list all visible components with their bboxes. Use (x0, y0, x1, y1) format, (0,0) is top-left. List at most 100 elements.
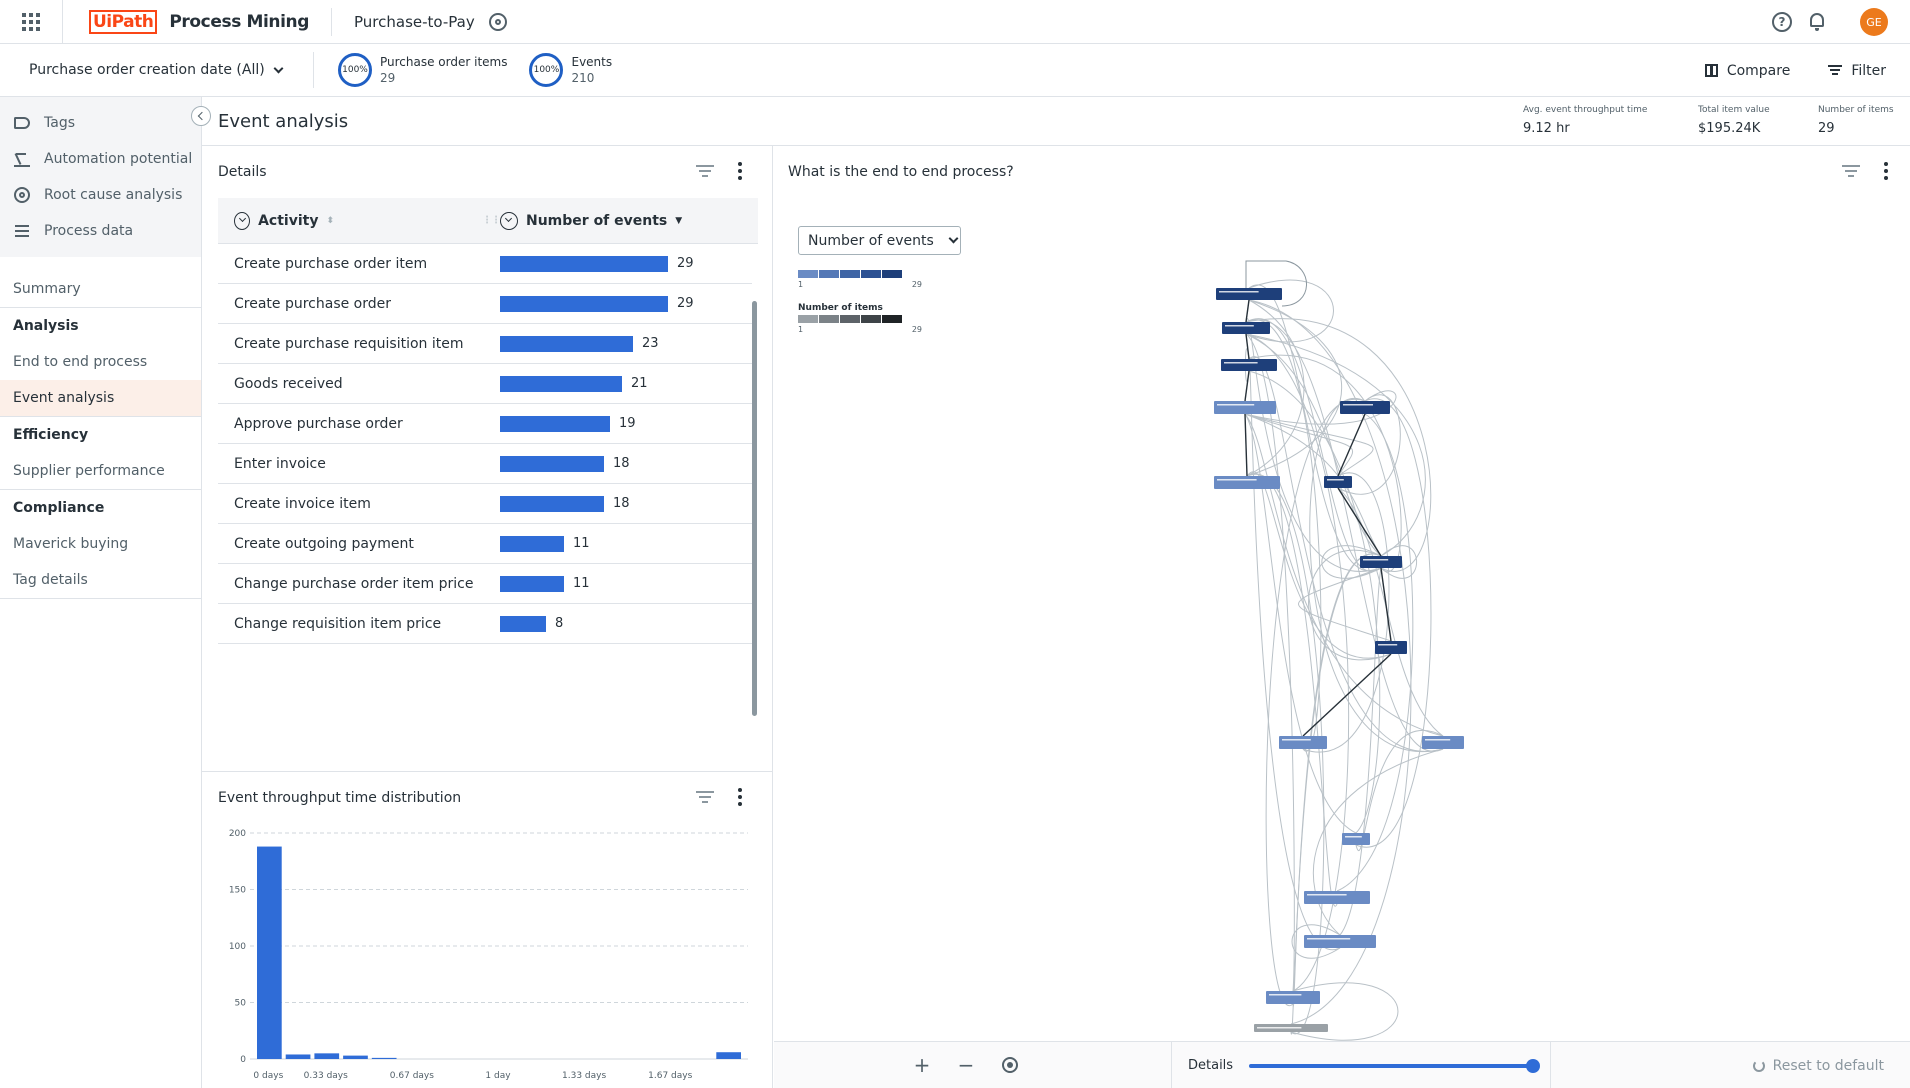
process-edge (1245, 333, 1382, 557)
chevron-down-circle-icon[interactable] (500, 211, 518, 230)
app-launcher-button[interactable] (0, 0, 62, 44)
process-node-label[interactable] (1224, 362, 1258, 364)
process-node[interactable] (1214, 401, 1276, 414)
nav-tag-details[interactable]: Tag details (13, 572, 88, 588)
more-options-icon[interactable] (738, 162, 742, 180)
nav-end-to-end-process[interactable]: End to end process (13, 354, 148, 370)
sidebar-item-automation-potential[interactable]: Automation potential (0, 141, 201, 177)
process-node[interactable] (1279, 736, 1327, 749)
chevron-down-icon (948, 233, 959, 244)
process-node[interactable] (1216, 288, 1282, 300)
recenter-button[interactable] (998, 1053, 1022, 1077)
process-node-label[interactable] (1257, 1027, 1302, 1029)
process-node-label[interactable] (1282, 739, 1311, 741)
reset-to-default-button[interactable]: Reset to default (1752, 1042, 1884, 1088)
process-node-label[interactable] (1378, 644, 1398, 646)
table-header: Activity ⬍ ⋮⋮ Number of events ▼ (218, 198, 758, 244)
sort-desc-icon[interactable]: ▼ (675, 215, 683, 226)
grid-icon (22, 12, 40, 31)
kpi-label: Events (571, 55, 613, 69)
process-graph-panel: What is the end to end process? Number o… (774, 146, 1910, 1088)
histogram-bar (371, 1057, 397, 1059)
process-node-label[interactable] (1217, 479, 1257, 481)
detail-slider[interactable] (1249, 1058, 1540, 1073)
process-node-label[interactable] (1269, 994, 1302, 996)
avatar[interactable]: GE (1860, 8, 1888, 36)
chevron-down-circle-icon[interactable] (234, 211, 251, 230)
process-node-label[interactable] (1343, 404, 1373, 406)
detail-slider-group: Details (1171, 1042, 1551, 1088)
more-options-icon[interactable] (738, 788, 742, 806)
process-edge (1246, 473, 1338, 907)
help-icon[interactable]: ? (1772, 12, 1792, 32)
process-node-label[interactable] (1307, 894, 1347, 896)
process-node[interactable] (1340, 401, 1390, 414)
app-name[interactable]: Purchase-to-Pay (354, 12, 475, 31)
process-node-label[interactable] (1363, 559, 1389, 561)
column-header-number-of-events[interactable]: Number of events ▼ (500, 211, 683, 230)
process-node-label[interactable] (1345, 836, 1362, 838)
zoom-out-icon[interactable]: − (957, 1053, 975, 1077)
nav-event-analysis[interactable]: Event analysis (0, 380, 201, 416)
filter-icon[interactable] (696, 791, 714, 803)
compare-button[interactable]: Compare (1704, 63, 1790, 79)
process-node[interactable] (1266, 991, 1320, 1004)
process-node[interactable] (1214, 476, 1280, 489)
sidebar-item-process-data[interactable]: Process data (0, 213, 201, 249)
drag-handle-icon[interactable]: ⋮⋮ (482, 215, 501, 226)
slider-thumb[interactable] (1526, 1058, 1540, 1073)
process-node-label[interactable] (1327, 479, 1344, 481)
filter-icon[interactable] (696, 165, 714, 177)
sidebar-item-tags[interactable]: Tags (0, 105, 201, 141)
process-node[interactable] (1342, 833, 1370, 845)
table-row[interactable]: Create purchase order 29 (218, 284, 752, 324)
process-node[interactable] (1360, 556, 1402, 568)
sidebar-item-root-cause-analysis[interactable]: Root cause analysis (0, 177, 201, 213)
table-row[interactable]: Goods received 21 (218, 364, 752, 404)
process-node-label[interactable] (1217, 404, 1255, 406)
logo[interactable]: Ui Path Process Mining (62, 0, 309, 44)
process-node-label[interactable] (1425, 739, 1451, 741)
more-options-icon[interactable] (1884, 162, 1888, 180)
nav-maverick-buying[interactable]: Maverick buying (13, 536, 129, 552)
process-node-label[interactable] (1219, 291, 1259, 293)
process-node[interactable] (1304, 891, 1370, 904)
nav-supplier-performance[interactable]: Supplier performance (13, 463, 165, 479)
scrollbar[interactable] (752, 301, 757, 716)
filter-button[interactable]: Filter (1828, 63, 1886, 79)
y-tick-label: 200 (229, 829, 246, 839)
metric-select[interactable]: Number of events (798, 226, 961, 255)
process-node[interactable] (1222, 322, 1270, 334)
table-row[interactable]: Create outgoing payment 11 (218, 524, 752, 564)
process-node[interactable] (1324, 476, 1352, 488)
table-row[interactable]: Approve purchase order 19 (218, 404, 752, 444)
table-row[interactable]: Change purchase order item price 11 (218, 564, 752, 604)
date-filter-dropdown[interactable]: Purchase order creation date (All) (0, 44, 313, 97)
process-edge (1336, 413, 1414, 892)
process-node-label[interactable] (1225, 325, 1254, 327)
column-header-activity[interactable]: Activity ⬍ ⋮⋮ (218, 211, 501, 230)
target-icon (14, 187, 30, 203)
process-node[interactable] (1304, 935, 1376, 948)
nav-summary[interactable]: Summary (13, 281, 81, 297)
sort-icon[interactable]: ⬍ (326, 215, 334, 226)
zoom-in-icon[interactable]: + (913, 1053, 931, 1077)
table-row[interactable]: Create purchase order item 29 (218, 244, 752, 284)
gear-icon[interactable] (488, 12, 507, 31)
collapse-sidebar-button[interactable] (191, 106, 211, 126)
table-row[interactable]: Change requisition item price 8 (218, 604, 752, 644)
table-row[interactable]: Enter invoice 18 (218, 444, 752, 484)
filter-icon[interactable] (1842, 165, 1860, 177)
column-label: Number of events (526, 212, 668, 229)
table-row[interactable]: Create invoice item 18 (218, 484, 752, 524)
process-node[interactable] (1375, 641, 1407, 654)
process-node-label[interactable] (1307, 938, 1351, 940)
table-row[interactable]: Change purchase order item qua...7 (218, 644, 752, 647)
process-graph[interactable] (774, 146, 1910, 1041)
process-node[interactable] (1422, 736, 1464, 749)
table-row[interactable]: Create purchase requisition item 23 (218, 324, 752, 364)
bell-icon[interactable] (1808, 12, 1826, 32)
process-node[interactable] (1221, 359, 1277, 371)
process-edge (1245, 279, 1334, 343)
activity-cell: Create invoice item (234, 495, 371, 512)
